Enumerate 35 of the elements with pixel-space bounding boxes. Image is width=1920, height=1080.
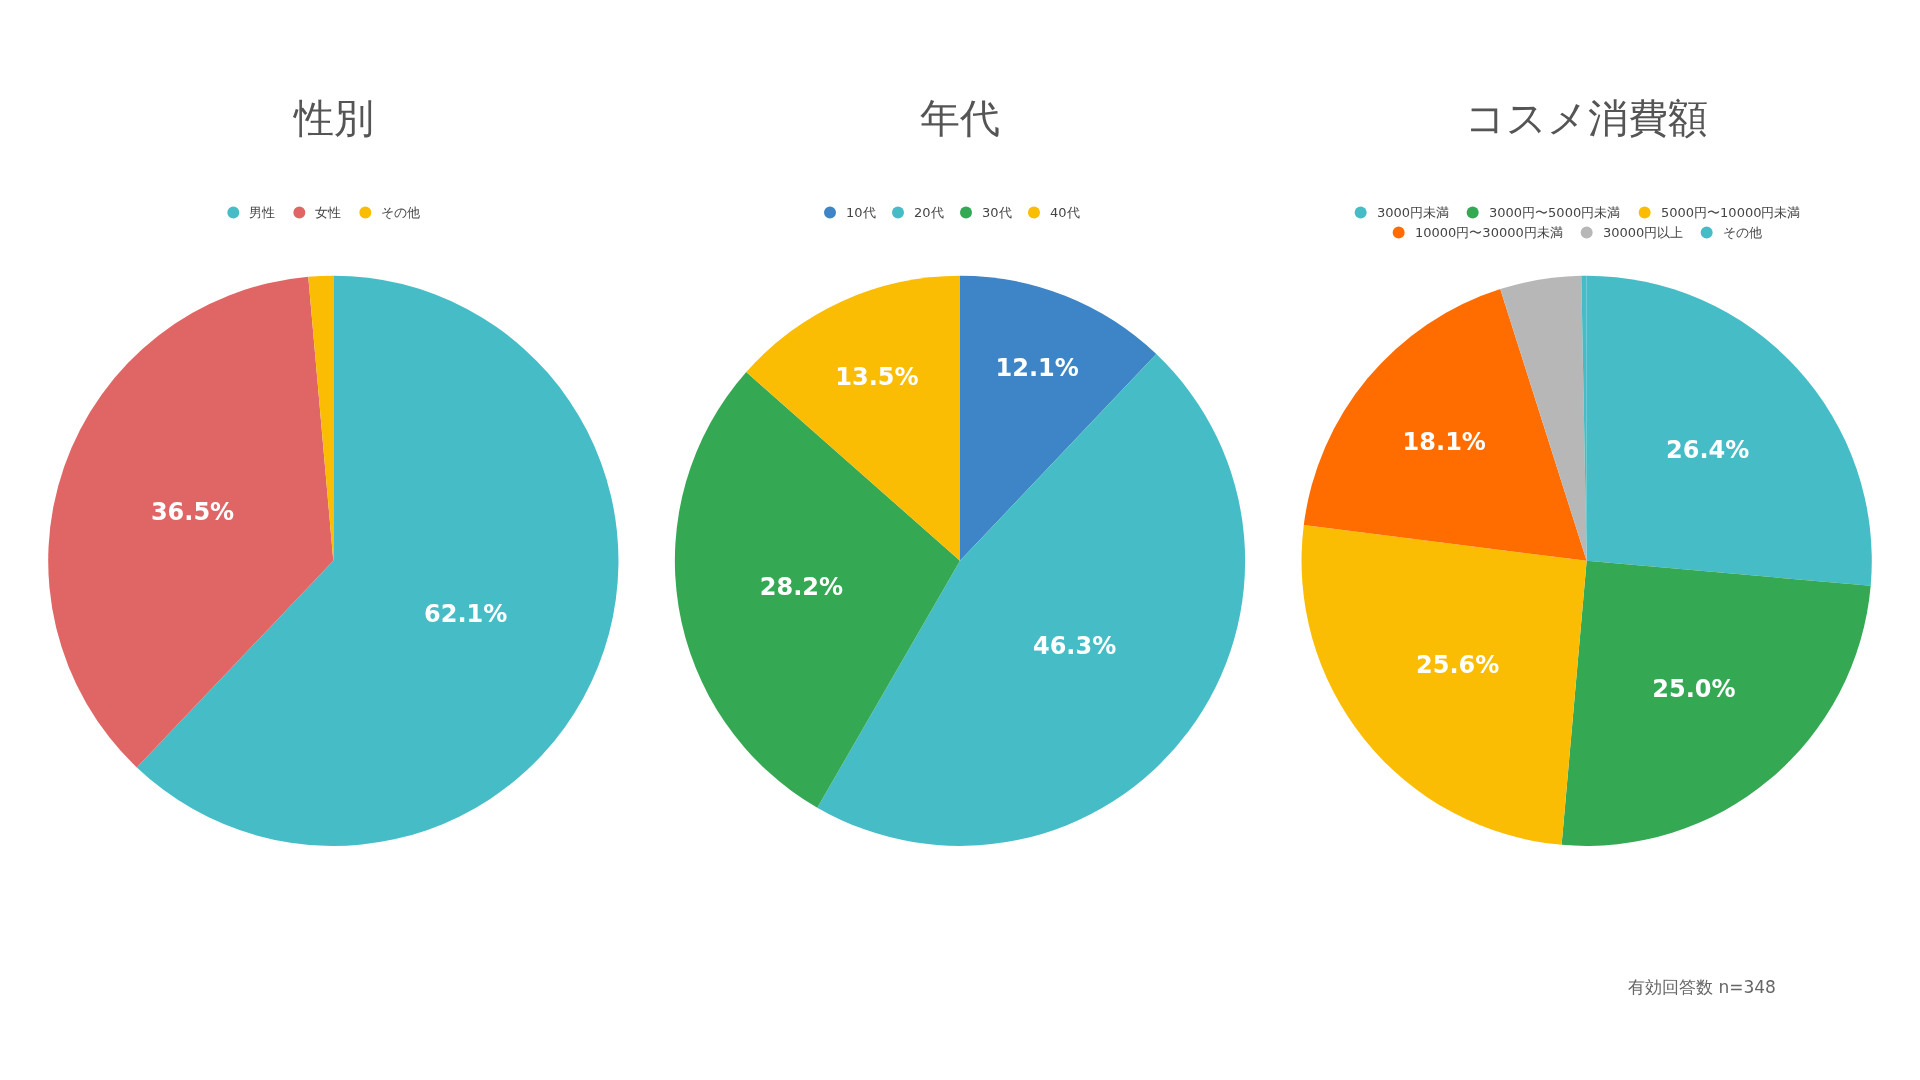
- legend-label: 女性: [315, 205, 341, 220]
- legend-label: その他: [1723, 225, 1762, 240]
- pie-slice: [1301, 525, 1587, 845]
- legend-label: 5000円〜10000円未満: [1661, 205, 1801, 220]
- legend-label: その他: [381, 205, 420, 220]
- legend-label: 3000円未満: [1377, 205, 1450, 220]
- pie-slice: [1500, 275, 1587, 561]
- pie-slice: [1303, 289, 1587, 561]
- legend-label: 30代: [982, 205, 1012, 220]
- data-label: 25.0%: [1652, 674, 1736, 703]
- data-label: 12.1%: [995, 353, 1079, 382]
- legend-label: 30000円以上: [1603, 225, 1684, 240]
- pie-slice: [1561, 560, 1871, 846]
- legend-label: 男性: [249, 205, 275, 220]
- chart-title: 年代: [920, 95, 1000, 141]
- chart-title: コスメ消費額: [1465, 95, 1708, 141]
- pie-slice: [136, 275, 618, 846]
- legend-label: 10000円〜30000円未満: [1415, 225, 1563, 240]
- legend-label: 40代: [1050, 205, 1080, 220]
- legend-label: 3000円〜5000円未満: [1489, 205, 1621, 220]
- data-label: 36.5%: [150, 497, 235, 526]
- legend-label: 10代: [846, 205, 876, 220]
- chart-title: 性別: [292, 95, 374, 141]
- data-label: 18.1%: [1402, 428, 1486, 457]
- pie-slice: [960, 275, 1157, 561]
- data-label: 28.2%: [759, 572, 843, 601]
- pie-slice: [746, 275, 960, 561]
- data-label: 25.6%: [1416, 650, 1500, 679]
- text: 有効回答数 n=348: [1628, 977, 1776, 997]
- pie-slice: [48, 276, 334, 768]
- data-label: 62.1%: [424, 599, 508, 628]
- data-label: 46.3%: [1032, 632, 1117, 661]
- data-label: 26.4%: [1666, 435, 1750, 464]
- legend-label: 20代: [914, 205, 944, 220]
- data-label: 13.5%: [835, 362, 919, 391]
